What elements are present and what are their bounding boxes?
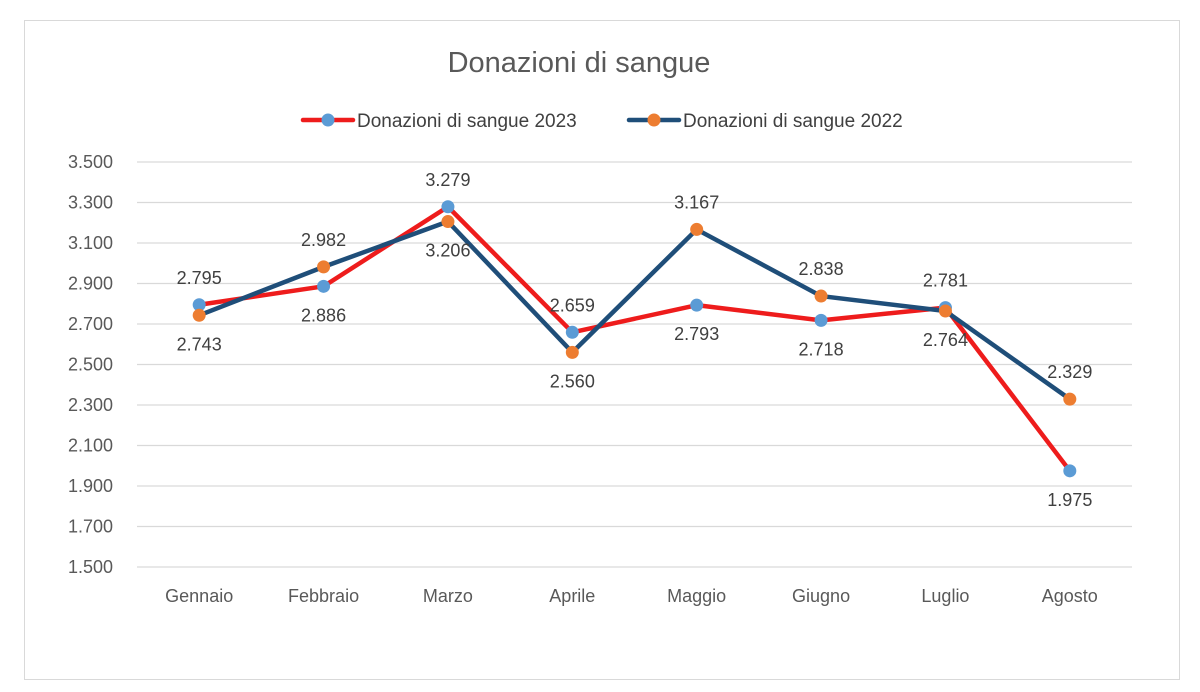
data-label-2022: 2.982 xyxy=(301,230,346,250)
data-label-2023: 3.279 xyxy=(425,170,470,190)
data-label-2022: 2.764 xyxy=(923,330,968,350)
data-label-2022: 2.838 xyxy=(799,259,844,279)
x-tick-label: Giugno xyxy=(792,586,850,606)
y-tick-label: 3.100 xyxy=(68,233,113,253)
series-lines xyxy=(192,200,1077,478)
data-point-2022 xyxy=(690,222,704,236)
data-point-2022 xyxy=(1063,392,1077,406)
chart-area: Donazioni di sangue Donazioni di sangue … xyxy=(24,20,1180,680)
data-point-2023 xyxy=(317,279,331,293)
data-label-2023: 2.793 xyxy=(674,324,719,344)
data-point-2022 xyxy=(441,215,455,229)
data-point-2023 xyxy=(192,298,206,312)
series-line-2022 xyxy=(196,219,1073,402)
data-label-2022: 3.206 xyxy=(425,241,470,261)
data-label-2023: 2.718 xyxy=(799,339,844,359)
chart-title: Donazioni di sangue xyxy=(448,47,711,79)
y-tick-label: 1.900 xyxy=(68,476,113,496)
x-tick-label: Luglio xyxy=(921,586,969,606)
data-label-2023: 1.975 xyxy=(1047,490,1092,510)
data-labels: 2.795 2.743 2.886 2.982 3.279 3.206 2.659 2.560… xyxy=(177,170,1093,510)
data-point-2023 xyxy=(1063,464,1077,478)
y-tick-label: 3.500 xyxy=(68,152,113,172)
data-point-2022 xyxy=(814,289,828,303)
data-point-2023 xyxy=(814,313,828,327)
y-tick-label: 1.500 xyxy=(68,557,113,577)
data-point-2023 xyxy=(441,200,455,214)
y-tick-label: 3.300 xyxy=(68,193,113,213)
gridlines xyxy=(137,161,1132,568)
data-label-2022: 2.329 xyxy=(1047,362,1092,382)
data-label-2023: 2.795 xyxy=(177,268,222,288)
legend-marker-2022 xyxy=(647,113,661,127)
data-label-2023: 2.886 xyxy=(301,305,346,325)
data-point-2022 xyxy=(938,304,952,318)
y-tick-label: 2.900 xyxy=(68,274,113,294)
data-label-2023: 2.781 xyxy=(923,271,968,291)
data-label-2022: 2.743 xyxy=(177,334,222,354)
data-label-2022: 3.167 xyxy=(674,192,719,212)
y-tick-label: 2.300 xyxy=(68,395,113,415)
data-point-2022 xyxy=(192,308,206,322)
data-label-2022: 2.560 xyxy=(550,371,595,391)
legend: Donazioni di sangue 2023 Donazioni di san… xyxy=(300,111,903,132)
line-chart: Donazioni di sangue Donazioni di sangue … xyxy=(68,47,1132,606)
x-tick-label: Gennaio xyxy=(165,586,233,606)
y-tick-label: 2.500 xyxy=(68,355,113,375)
legend-label: Donazioni di sangue 2022 xyxy=(683,111,903,132)
y-tick-label: 2.100 xyxy=(68,436,113,456)
data-point-2023 xyxy=(565,325,579,339)
data-point-2022 xyxy=(565,345,579,359)
x-axis-tick-labels: Gennaio Febbraio Marzo Aprile Maggio Giugno Lu… xyxy=(165,586,1098,606)
x-tick-label: Agosto xyxy=(1042,586,1098,606)
y-tick-label: 2.700 xyxy=(68,314,113,334)
x-tick-label: Aprile xyxy=(549,586,595,606)
data-label-2023: 2.659 xyxy=(550,295,595,315)
y-tick-label: 1.700 xyxy=(68,517,113,537)
legend-marker-2023 xyxy=(321,113,335,127)
y-axis-tick-labels: 1.500 1.700 1.900 2.100 2.300 2.500 2.700 2.900… xyxy=(68,152,113,577)
data-point-2022 xyxy=(317,260,331,274)
x-tick-label: Marzo xyxy=(423,586,473,606)
x-tick-label: Maggio xyxy=(667,586,726,606)
x-tick-label: Febbraio xyxy=(288,586,359,606)
legend-label: Donazioni di sangue 2023 xyxy=(357,111,577,132)
data-point-2023 xyxy=(690,298,704,312)
